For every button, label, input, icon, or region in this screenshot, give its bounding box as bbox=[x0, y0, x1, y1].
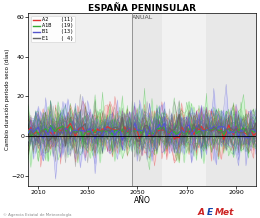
Bar bbox=[162, 13, 206, 186]
Bar bbox=[206, 13, 256, 186]
Legend: A2    (11), A1B   (19), B1    (13), E1    ( 4): A2 (11), A1B (19), B1 (13), E1 ( 4) bbox=[31, 16, 75, 42]
Text: © Agencia Estatal de Meteorología: © Agencia Estatal de Meteorología bbox=[3, 213, 71, 217]
Y-axis label: Cambio duración periodo seco (días): Cambio duración periodo seco (días) bbox=[4, 49, 10, 150]
Text: A: A bbox=[198, 208, 205, 217]
Text: E: E bbox=[207, 208, 213, 217]
Bar bbox=[28, 13, 132, 186]
X-axis label: AÑO: AÑO bbox=[134, 196, 151, 205]
Title: ESPAÑA PENINSULAR: ESPAÑA PENINSULAR bbox=[88, 4, 196, 13]
Text: Met: Met bbox=[214, 208, 234, 217]
Text: ANUAL: ANUAL bbox=[132, 15, 153, 20]
Bar bbox=[132, 13, 162, 186]
